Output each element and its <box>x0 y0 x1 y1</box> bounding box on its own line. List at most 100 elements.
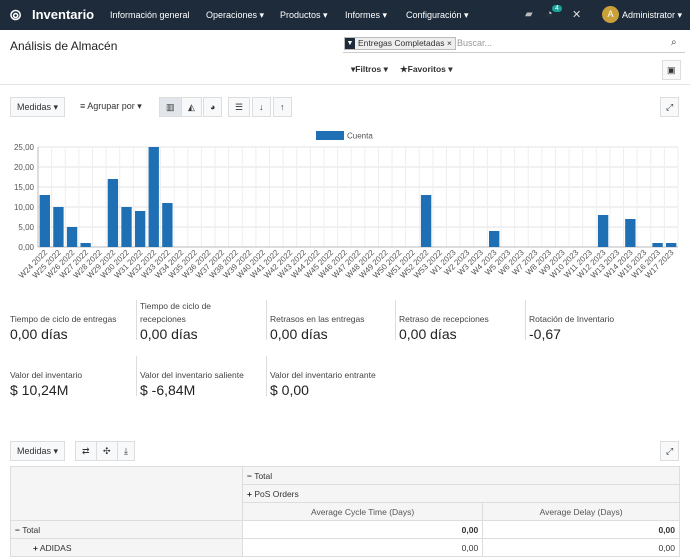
bar <box>80 243 91 247</box>
header-row: + PoS Orders <box>11 484 680 503</box>
bar <box>488 231 500 247</box>
kpi[interactable]: Tiempo de ciclo de recepciones 0,00 días <box>136 300 258 342</box>
groupby-label: Agrupar por <box>87 101 135 111</box>
app-name[interactable]: Inventario <box>32 7 95 22</box>
header-label: PoS Orders <box>254 488 299 499</box>
chat-icon[interactable]: ▰ <box>525 9 533 20</box>
menu-label: Productos <box>280 10 321 20</box>
favorites-button[interactable]: ★Favoritos ▾ <box>400 64 453 74</box>
measures-label: Medidas <box>17 102 52 112</box>
menu-label: Informes <box>345 10 381 20</box>
kpi[interactable]: Retrasos en las entregas 0,00 días <box>266 300 388 342</box>
kpi-value: $ 0,00 <box>270 382 309 398</box>
kpi-label: Valor del inventario <box>10 370 83 380</box>
cell: 0,00 <box>241 538 484 557</box>
pivot-table: − Total + PoS Orders Average Cycle Time … <box>10 466 680 557</box>
tools-icon[interactable]: ✕ <box>572 9 582 21</box>
header-row: − Total <box>10 466 680 521</box>
menu[interactable]: Informes ▾ <box>345 10 388 20</box>
bar-chart-button[interactable]: ▥ <box>159 97 182 117</box>
kpi-label: Retraso de recepciones <box>399 314 489 324</box>
download-button[interactable]: ⤓ <box>117 441 135 461</box>
header-label: Total <box>254 470 273 481</box>
legend-swatch <box>316 131 344 140</box>
filters-label: Filtros <box>355 64 382 74</box>
corner-cell <box>10 466 243 521</box>
legend-label: Cuenta <box>347 132 373 141</box>
line-chart-button[interactable]: ◭ <box>181 97 202 117</box>
stack-button[interactable]: ☰ <box>228 97 251 117</box>
kpi-label: Retrasos en las entregas <box>270 314 365 324</box>
bar <box>66 227 78 247</box>
groupby-button[interactable]: ≡ Agrupar por ▾ <box>80 101 142 111</box>
bar <box>666 243 677 247</box>
bar <box>652 243 663 247</box>
app-logo[interactable]: ⦾ <box>10 7 22 23</box>
kpi[interactable]: Valor del inventario entrante $ 0,00 <box>266 356 388 398</box>
y-tick-label: 0,00 <box>18 243 34 252</box>
col-header[interactable]: − Total <box>242 466 680 485</box>
kpi-border <box>395 300 396 340</box>
activity-badge: 4 <box>552 5 562 12</box>
y-tick-label: 5,00 <box>18 223 34 232</box>
data-row: + ADIDAS 0,00 0,00 <box>10 538 680 557</box>
menu[interactable]: Información general <box>110 10 190 20</box>
kpi[interactable]: Rotación de Inventario -0,67 <box>525 300 647 342</box>
bar <box>39 195 50 247</box>
y-tick-label: 10,00 <box>14 203 35 212</box>
row-label: Total <box>22 524 41 535</box>
kpi[interactable]: Tiempo de ciclo de entregas 0,00 días <box>10 300 128 342</box>
menu[interactable]: Configuración ▾ <box>406 10 469 20</box>
measures-label: Medidas <box>17 446 52 456</box>
row-header[interactable]: + ADIDAS <box>10 538 243 557</box>
kpi[interactable]: Valor del inventario saliente $ -6,84M <box>136 356 258 398</box>
pivot-expand-button[interactable]: ⤢ <box>660 441 680 461</box>
bar <box>597 215 609 247</box>
user-menu[interactable]: Administrator ▾ <box>622 10 683 20</box>
kpi-value: 0,00 días <box>270 326 328 342</box>
divider <box>0 84 690 85</box>
kpi-value: $ -6,84M <box>140 382 196 398</box>
sort-desc-button[interactable]: ↓ <box>252 97 271 117</box>
expand-button[interactable]: ⤢ <box>660 97 680 117</box>
kpi-border <box>525 300 526 340</box>
search-facet[interactable]: ▼ Entregas Completadas × <box>344 37 456 50</box>
kpi-label: Tiempo de ciclo de recepciones <box>140 301 212 324</box>
kpi-label: Tiempo de ciclo de entregas <box>10 314 117 324</box>
menu[interactable]: Productos ▾ <box>280 10 328 20</box>
bar <box>121 207 132 247</box>
pie-chart-button[interactable]: ◕ <box>203 97 223 117</box>
kpi-value: $ 10,24M <box>10 382 69 398</box>
avatar[interactable]: A <box>602 6 619 23</box>
menu[interactable]: Operaciones ▾ <box>206 10 265 20</box>
bar <box>625 219 636 247</box>
sort-asc-button[interactable]: ↑ <box>273 97 292 117</box>
kpi-border <box>266 356 267 396</box>
kpi-value: 0,00 días <box>399 326 457 342</box>
dashboard-button[interactable]: ▣ <box>662 60 681 80</box>
pivot-measures-button[interactable]: Medidas ▾ <box>10 441 66 461</box>
kpi-value: 0,00 días <box>140 326 198 342</box>
menu-label: Configuración <box>406 10 462 20</box>
kpi-label: Valor del inventario saliente <box>140 370 244 380</box>
bar <box>134 211 146 247</box>
bar <box>107 179 119 247</box>
kpi-border <box>266 300 267 340</box>
kpi[interactable]: Retraso de recepciones 0,00 días <box>395 300 517 342</box>
kpi-label: Rotación de Inventario <box>529 314 615 324</box>
bar <box>148 147 159 247</box>
facet-label: Entregas Completadas <box>358 38 445 48</box>
flip-button[interactable]: ⇄ <box>75 441 97 461</box>
col-header[interactable]: + PoS Orders <box>242 484 680 503</box>
activity-icon[interactable]: ◔ <box>546 8 553 20</box>
row-header[interactable]: − Total <box>10 520 243 539</box>
search-input[interactable]: Buscar... <box>457 38 493 48</box>
search-bar[interactable]: ▼ Entregas Completadas × Buscar... ⌕ <box>343 35 685 53</box>
measures-button[interactable]: Medidas ▾ <box>10 97 66 117</box>
expand-all-button[interactable]: ✣ <box>96 441 118 461</box>
search-icon[interactable]: ⌕ <box>671 37 677 48</box>
bar <box>53 207 64 247</box>
filters-button[interactable]: ▾Filtros ▾ <box>351 64 388 74</box>
kpi[interactable]: Valor del inventario $ 10,24M <box>10 356 128 398</box>
